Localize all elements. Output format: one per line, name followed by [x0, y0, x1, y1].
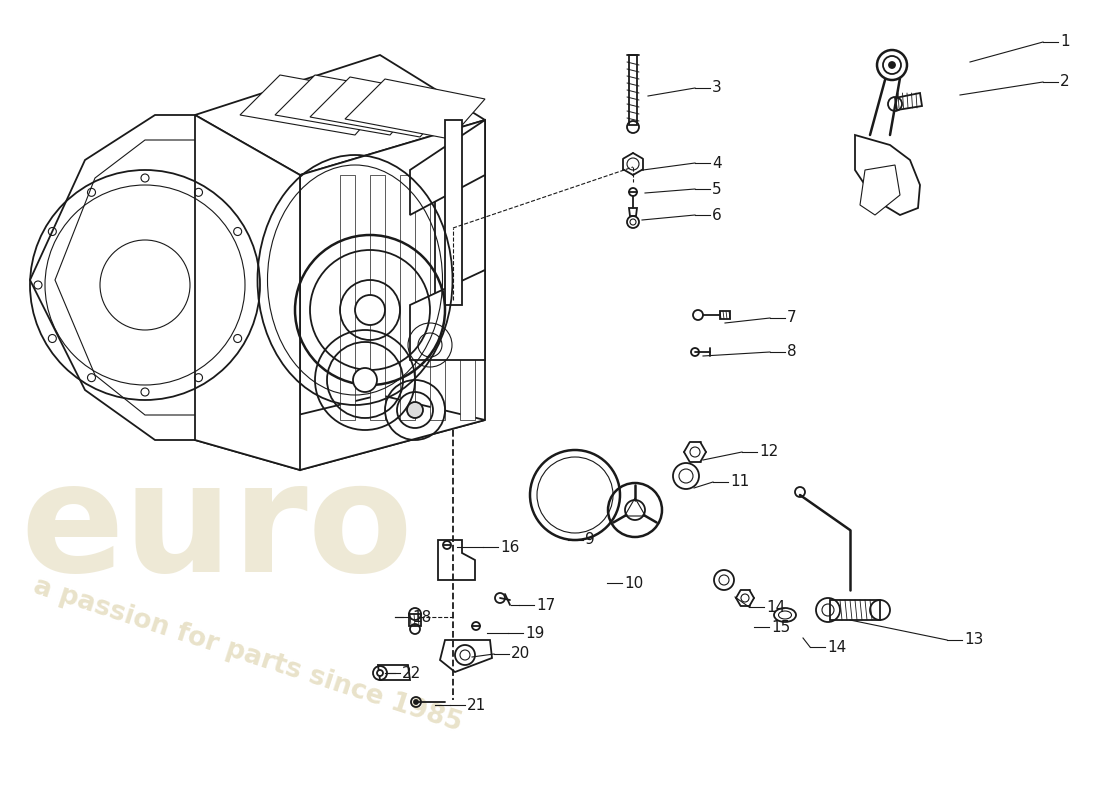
Circle shape: [472, 622, 480, 630]
Polygon shape: [720, 311, 730, 319]
Polygon shape: [629, 208, 637, 216]
Polygon shape: [378, 665, 410, 680]
Text: 9: 9: [585, 533, 595, 547]
Text: 10: 10: [624, 575, 644, 590]
Polygon shape: [895, 93, 922, 110]
Polygon shape: [625, 498, 646, 516]
Polygon shape: [410, 120, 485, 215]
Text: 17: 17: [536, 598, 556, 613]
Polygon shape: [345, 79, 485, 139]
Polygon shape: [430, 175, 446, 420]
Text: 3: 3: [712, 81, 722, 95]
Polygon shape: [629, 55, 637, 125]
Polygon shape: [340, 175, 355, 420]
Polygon shape: [195, 115, 300, 470]
Circle shape: [355, 295, 385, 325]
Polygon shape: [855, 135, 920, 215]
Polygon shape: [438, 540, 475, 580]
Text: 22: 22: [402, 666, 421, 681]
Text: 18: 18: [412, 610, 431, 625]
Polygon shape: [30, 115, 245, 440]
Polygon shape: [860, 165, 900, 215]
Text: 14: 14: [766, 599, 785, 614]
Polygon shape: [434, 120, 485, 305]
Circle shape: [414, 700, 418, 704]
Text: a passion for parts since 1985: a passion for parts since 1985: [30, 574, 465, 737]
Polygon shape: [55, 140, 220, 415]
Polygon shape: [195, 395, 485, 470]
Circle shape: [407, 402, 424, 418]
Circle shape: [889, 62, 895, 68]
Text: 21: 21: [468, 698, 486, 713]
Polygon shape: [310, 77, 455, 137]
Polygon shape: [410, 270, 485, 360]
Text: 6: 6: [712, 207, 722, 222]
Text: 20: 20: [512, 646, 530, 662]
Circle shape: [377, 670, 383, 676]
Text: 8: 8: [786, 345, 796, 359]
Text: 16: 16: [500, 539, 519, 554]
Polygon shape: [460, 175, 475, 420]
Text: 14: 14: [827, 639, 846, 654]
Text: 15: 15: [771, 619, 790, 634]
Text: euro: euro: [20, 455, 412, 605]
Text: 4: 4: [712, 155, 722, 170]
Polygon shape: [446, 120, 462, 305]
Text: 11: 11: [730, 474, 749, 490]
Text: 1: 1: [1060, 34, 1069, 50]
Polygon shape: [830, 600, 880, 620]
Text: 19: 19: [525, 626, 544, 641]
Text: 7: 7: [786, 310, 796, 326]
Polygon shape: [370, 175, 385, 420]
Polygon shape: [400, 175, 415, 420]
Polygon shape: [240, 75, 390, 135]
Text: 12: 12: [759, 445, 779, 459]
Polygon shape: [440, 640, 492, 672]
Polygon shape: [409, 614, 421, 626]
Text: 5: 5: [712, 182, 722, 197]
Circle shape: [353, 368, 377, 392]
Circle shape: [629, 188, 637, 196]
Polygon shape: [300, 120, 485, 470]
Text: 2: 2: [1060, 74, 1069, 90]
Polygon shape: [275, 75, 425, 135]
Text: 13: 13: [964, 633, 983, 647]
Polygon shape: [195, 55, 485, 175]
